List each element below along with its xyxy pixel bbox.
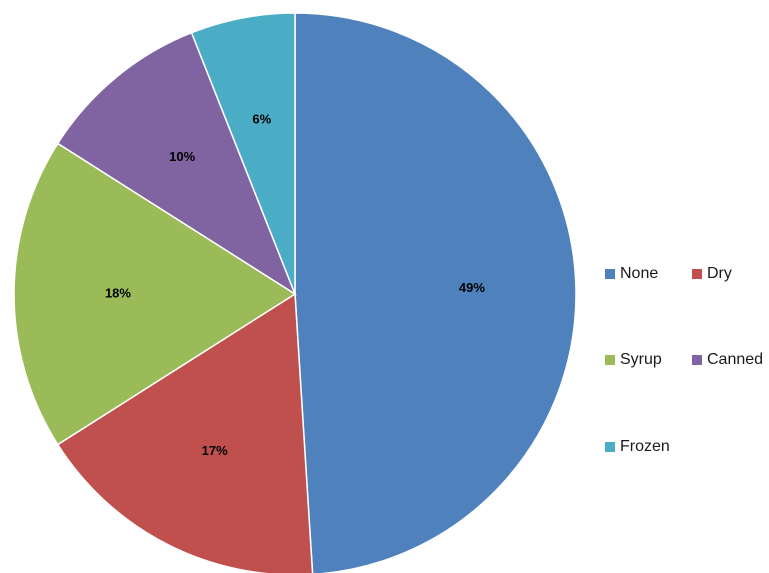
pie-slice-syrup xyxy=(13,142,297,446)
legend: None Dry Syrup Canned Frozen xyxy=(605,265,763,455)
legend-swatch-none xyxy=(605,269,615,279)
legend-label-none: None xyxy=(620,265,658,282)
legend-label-syrup: Syrup xyxy=(620,351,662,368)
pie-slice-canned xyxy=(56,31,297,296)
legend-swatch-syrup xyxy=(605,355,615,365)
data-label-frozen: 6% xyxy=(252,112,271,127)
legend-swatch-dry xyxy=(692,269,702,279)
legend-swatch-frozen xyxy=(605,442,615,452)
data-label-dry: 17% xyxy=(202,443,228,458)
data-label-canned: 10% xyxy=(169,149,195,164)
legend-swatch-canned xyxy=(692,355,702,365)
pie-slices xyxy=(13,12,577,573)
pie-data-labels: 49% 17% 18% 10% 6% xyxy=(105,112,485,459)
legend-label-canned: Canned xyxy=(707,351,763,368)
pie-slice-dry xyxy=(56,292,314,573)
data-label-none: 49% xyxy=(459,280,485,295)
data-label-syrup: 18% xyxy=(105,285,131,300)
pie-slice-none xyxy=(294,12,577,573)
pie-slice-frozen xyxy=(190,12,296,295)
legend-label-dry: Dry xyxy=(707,265,732,282)
legend-label-frozen: Frozen xyxy=(620,438,670,455)
